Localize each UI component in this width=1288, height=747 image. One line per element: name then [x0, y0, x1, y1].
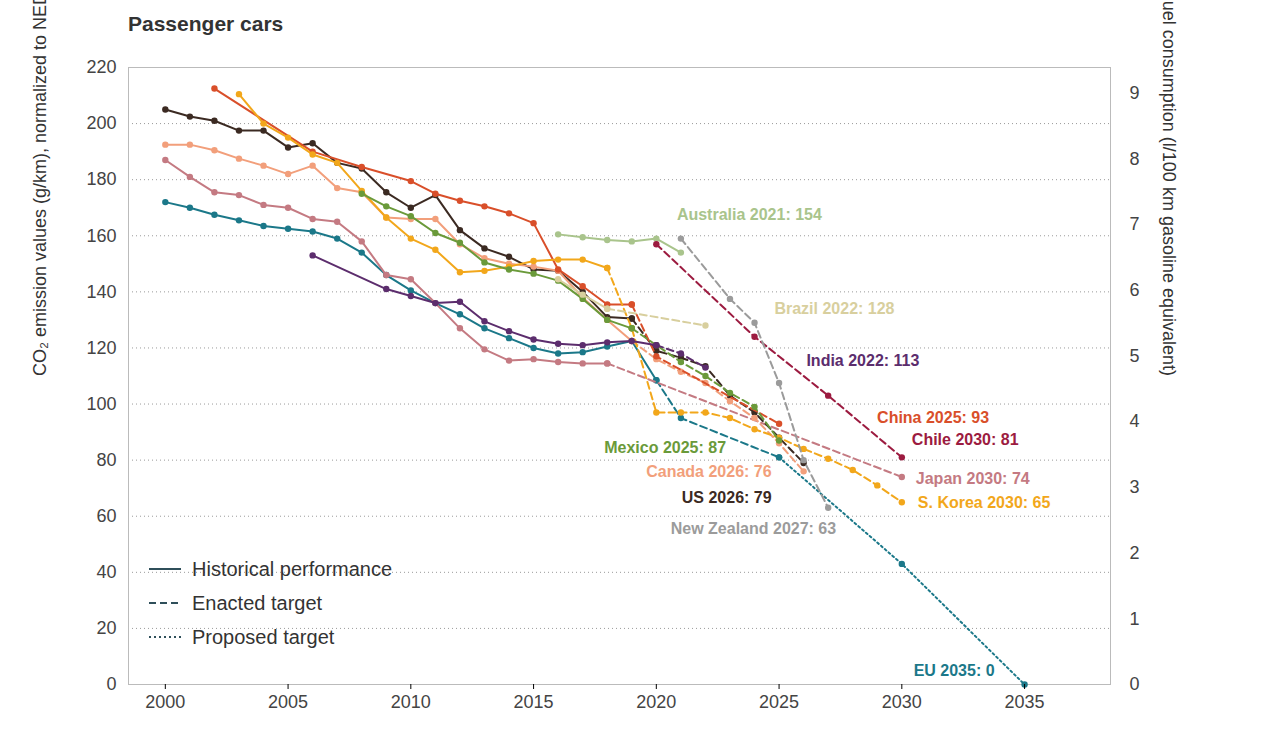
svg-text:2025: 2025: [759, 692, 799, 712]
svg-text:40: 40: [96, 562, 116, 582]
svg-text:Chile 2030: 81: Chile 2030: 81: [912, 431, 1019, 448]
svg-text:2000: 2000: [145, 692, 185, 712]
html-text:Historical performance: Historical performance: [192, 557, 393, 580]
svg-text:100: 100: [86, 394, 116, 414]
svg-text:S. Korea 2030: 65: S. Korea 2030: 65: [918, 494, 1051, 511]
svg-text:2015: 2015: [514, 692, 554, 712]
svg-text:8: 8: [1129, 149, 1139, 169]
html-text:Proposed target: Proposed target: [192, 625, 335, 648]
html-text:Passenger cars: Passenger cars: [128, 12, 284, 35]
svg-text:5: 5: [1129, 346, 1139, 366]
svg-text:6: 6: [1129, 280, 1139, 300]
svg-text:180: 180: [86, 169, 116, 189]
svg-text:20: 20: [96, 618, 116, 638]
svg-text:220: 220: [86, 57, 116, 77]
svg-text:China 2025: 93: China 2025: 93: [877, 409, 989, 426]
svg-text:2035: 2035: [1005, 692, 1045, 712]
svg-text:9: 9: [1129, 83, 1139, 103]
svg-text:CO₂ emission values (g/km), no: CO₂ emission values (g/km), normalized t…: [30, 0, 50, 376]
svg-text:Japan 2030: 74: Japan 2030: 74: [916, 470, 1030, 487]
svg-text:2005: 2005: [268, 692, 308, 712]
svg-text:7: 7: [1129, 214, 1139, 234]
svg-text:EU 2035: 0: EU 2035: 0: [914, 662, 995, 679]
svg-text:2030: 2030: [882, 692, 922, 712]
svg-text:140: 140: [86, 282, 116, 302]
svg-text:Mexico 2025: 87: Mexico 2025: 87: [604, 439, 726, 456]
svg-text:0: 0: [106, 674, 116, 694]
svg-text:Brazil 2022: 128: Brazil 2022: 128: [774, 300, 894, 317]
svg-text:0: 0: [1129, 674, 1139, 694]
svg-text:80: 80: [96, 450, 116, 470]
svg-text:3: 3: [1129, 477, 1139, 497]
svg-text:Canada 2026: 76: Canada 2026: 76: [646, 463, 772, 480]
svg-text:200: 200: [86, 113, 116, 133]
svg-text:New Zealand 2027: 63: New Zealand 2027: 63: [671, 520, 837, 537]
svg-text:Fuel consumption (l/100 km gas: Fuel consumption (l/100 km gasoline equi…: [1159, 0, 1179, 376]
svg-text:1: 1: [1129, 609, 1139, 629]
svg-text:60: 60: [96, 506, 116, 526]
svg-text:120: 120: [86, 338, 116, 358]
svg-text:2: 2: [1129, 543, 1139, 563]
html-text:Enacted target: Enacted target: [192, 591, 323, 614]
svg-text:India 2022: 113: India 2022: 113: [806, 352, 919, 369]
svg-text:2010: 2010: [391, 692, 431, 712]
svg-text:US 2026: 79: US 2026: 79: [682, 489, 772, 506]
svg-text:2020: 2020: [636, 692, 676, 712]
svg-text:Australia 2021: 154: Australia 2021: 154: [677, 206, 822, 223]
svg-text:160: 160: [86, 226, 116, 246]
svg-text:4: 4: [1129, 411, 1139, 431]
